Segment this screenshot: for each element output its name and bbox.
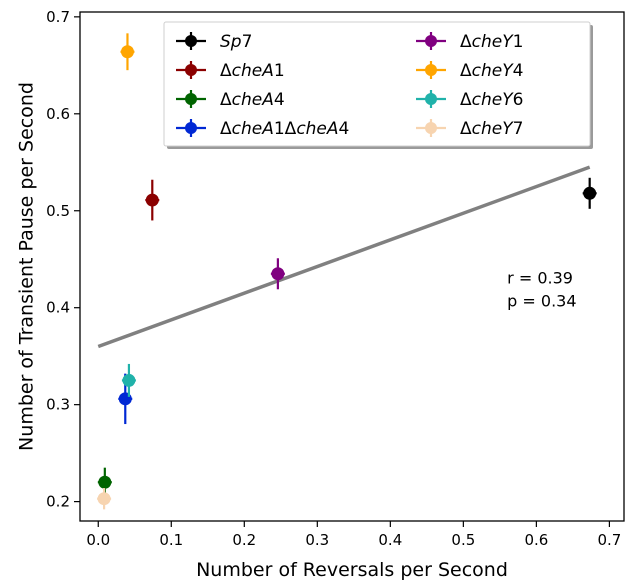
y-tick-label: 0.5 bbox=[46, 202, 70, 220]
legend-box bbox=[163, 21, 591, 147]
y-tick-label: 0.3 bbox=[46, 396, 70, 414]
x-tick-label: 0.0 bbox=[86, 531, 110, 549]
plot-frame bbox=[79, 11, 625, 522]
point-marker bbox=[271, 267, 285, 281]
data-point-chea1 bbox=[145, 179, 160, 221]
legend-item-chey1: ΔcheY1 bbox=[416, 32, 523, 52]
x-tick-label: 0.2 bbox=[232, 531, 256, 549]
legend-swatch-marker bbox=[185, 122, 197, 134]
legend-swatch-marker bbox=[425, 64, 437, 76]
point-marker bbox=[120, 45, 134, 59]
legend-item-chea1: ΔcheA1 bbox=[176, 61, 285, 81]
y-tick-label: 0.2 bbox=[46, 493, 70, 511]
x-tick-label: 0.3 bbox=[305, 531, 329, 549]
data-point-chey1 bbox=[270, 258, 285, 290]
points-layer bbox=[97, 33, 597, 510]
x-tick-label: 0.5 bbox=[451, 531, 475, 549]
legend-swatch-marker bbox=[185, 35, 197, 47]
data-point-chey6 bbox=[121, 363, 136, 397]
legend-item-chea1chea4: ΔcheA1ΔcheA4 bbox=[176, 119, 349, 139]
point-marker bbox=[122, 373, 136, 387]
legend-item-chey7: ΔcheY7 bbox=[416, 119, 523, 139]
legend-label: ΔcheY4 bbox=[460, 61, 523, 81]
x-tick-label: 0.6 bbox=[524, 531, 548, 549]
data-point-chea4 bbox=[97, 467, 112, 497]
legend-label: ΔcheY7 bbox=[460, 119, 523, 139]
y-tick-label: 0.4 bbox=[46, 299, 70, 317]
x-tick-label: 0.4 bbox=[378, 531, 402, 549]
regression-line bbox=[97, 165, 591, 349]
y-axis-label: Number of Transient Pause per Second bbox=[16, 82, 38, 451]
legend-swatch-marker bbox=[185, 64, 197, 76]
legend-swatch-marker bbox=[425, 122, 437, 134]
legend-item-chea4: ΔcheA4 bbox=[176, 90, 285, 110]
y-axis-ticks: 0.2 0.3 0.4 0.5 0.6 0.7 bbox=[46, 8, 80, 511]
legend-label: ΔcheA1 bbox=[220, 61, 285, 81]
legend: Sp7ΔcheA1ΔcheA4ΔcheA1ΔcheA4ΔcheY1ΔcheY4Δ… bbox=[163, 21, 593, 149]
annotation-text: r = 0.39 bbox=[507, 268, 573, 287]
point-marker bbox=[145, 193, 159, 207]
legend-swatch-marker bbox=[185, 93, 197, 105]
x-axis-label: Number of Reversals per Second bbox=[196, 559, 508, 581]
x-tick-label: 0.7 bbox=[597, 531, 621, 549]
annotation-layer: r = 0.39 p = 0.34 bbox=[507, 268, 576, 310]
legend-label: ΔcheY6 bbox=[460, 90, 523, 110]
data-point-sp7 bbox=[582, 177, 597, 209]
legend-label: Sp7 bbox=[220, 32, 252, 52]
x-axis-ticks: 0.0 0.1 0.2 0.3 0.4 0.5 0.6 0.7 bbox=[86, 521, 621, 549]
legend-label: ΔcheY1 bbox=[460, 32, 523, 52]
legend-label: ΔcheA4 bbox=[220, 90, 285, 110]
point-marker bbox=[98, 475, 112, 489]
point-marker bbox=[97, 492, 111, 506]
legend-item-chey6: ΔcheY6 bbox=[416, 90, 523, 110]
fit-layer bbox=[97, 165, 591, 349]
legend-swatch-marker bbox=[425, 35, 437, 47]
annotation-text: p = 0.34 bbox=[507, 292, 576, 311]
legend-swatch-marker bbox=[425, 93, 437, 105]
point-marker bbox=[583, 186, 597, 200]
data-point-chey4 bbox=[120, 33, 135, 71]
x-tick-label: 0.1 bbox=[159, 531, 183, 549]
y-tick-label: 0.7 bbox=[46, 8, 70, 26]
legend-item-chey4: ΔcheY4 bbox=[416, 61, 523, 81]
legend-item-sp7: Sp7 bbox=[176, 32, 252, 52]
y-tick-label: 0.6 bbox=[46, 105, 70, 123]
data-point-chey7 bbox=[97, 488, 112, 510]
legend-label: ΔcheA1ΔcheA4 bbox=[220, 119, 349, 139]
